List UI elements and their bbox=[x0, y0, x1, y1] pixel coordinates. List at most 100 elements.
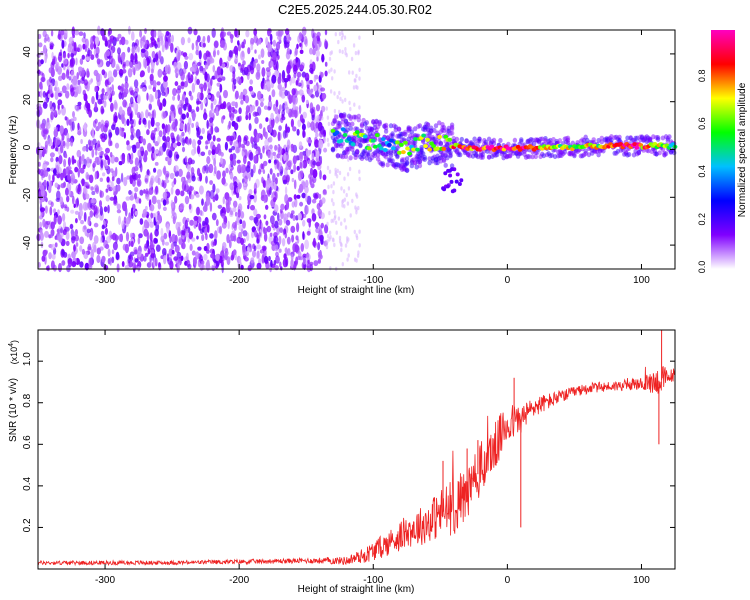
spectrogram-signal-cell bbox=[391, 146, 396, 151]
spectrogram-noise-cell bbox=[153, 57, 156, 63]
spectrogram-noise-cell bbox=[175, 188, 181, 196]
spectrogram-noise-cell bbox=[204, 71, 208, 81]
spectrogram-noise-cell bbox=[312, 168, 318, 179]
spectrogram-noise-cell bbox=[284, 186, 288, 195]
spectrogram-noise-cell bbox=[258, 54, 261, 60]
spectrogram-noise-cell bbox=[179, 202, 185, 210]
spectrogram-noise-cell bbox=[128, 240, 131, 247]
spectrogram-noise-cell bbox=[260, 48, 265, 58]
spectrogram-noise-cell bbox=[93, 222, 99, 228]
spectrogram-noise-cell bbox=[127, 68, 133, 78]
spectrogram-noise-cell bbox=[306, 195, 312, 205]
spectrogram-noise-cell bbox=[254, 49, 257, 54]
spectrogram-noise-cell bbox=[317, 242, 321, 251]
spectrogram-noise-cell bbox=[346, 257, 349, 262]
spectrogram-noise-cell bbox=[309, 102, 314, 111]
spectrogram-noise-cell bbox=[38, 181, 42, 187]
spectrogram-noise-cell bbox=[287, 248, 291, 256]
snr-x-tick-label: -100 bbox=[363, 575, 383, 586]
spectrogram-noise-cell bbox=[324, 29, 328, 36]
spectrogram-noise-cell bbox=[337, 109, 341, 115]
spectrogram-noise-cell bbox=[358, 229, 361, 234]
spectrogram-noise-cell bbox=[242, 230, 248, 237]
spectrogram-noise-cell bbox=[326, 115, 330, 120]
spectrogram-noise-cell bbox=[122, 201, 127, 212]
spectrogram-noise-cell bbox=[44, 144, 48, 155]
spectrogram-noise-cell bbox=[121, 83, 125, 92]
spectrogram-noise-cell bbox=[63, 29, 68, 38]
spectrogram-noise-cell bbox=[61, 39, 65, 49]
spectrogram-noise-cell bbox=[338, 90, 341, 96]
spectrogram-noise-cell bbox=[61, 132, 65, 141]
spectrogram-noise-cell bbox=[180, 71, 185, 81]
spectrogram-noise-cell bbox=[309, 79, 313, 85]
spectrogram-noise-cell bbox=[85, 100, 89, 109]
spectrogram-noise-cell bbox=[179, 99, 183, 107]
spectrogram-noise-cell bbox=[173, 61, 178, 69]
spectrogram-signal-halo bbox=[388, 148, 394, 154]
spectrogram-noise-cell bbox=[249, 151, 254, 161]
spectrogram-noise-cell bbox=[212, 183, 216, 193]
spectrogram-noise-cell bbox=[209, 110, 212, 118]
spectrogram-noise-cell bbox=[99, 206, 103, 216]
spectrogram-signal-halo bbox=[421, 151, 426, 157]
spectrogram-noise-cell bbox=[274, 106, 279, 115]
spectrogram-signal-halo bbox=[383, 128, 389, 134]
spectrogram-noise-cell bbox=[258, 168, 262, 175]
spectrogram-signal-halo bbox=[438, 140, 444, 146]
spectrogram-y-label: Frequency (Hz) bbox=[8, 116, 19, 185]
spectrogram-noise-cell bbox=[181, 113, 186, 120]
spectrogram-noise-cell bbox=[149, 232, 153, 242]
spectrogram-noise-cell bbox=[249, 79, 253, 85]
spectrogram-noise-cell bbox=[96, 247, 102, 255]
spectrogram-noise-cell bbox=[44, 34, 50, 42]
spectrogram-noise-cell bbox=[111, 124, 116, 131]
spectrogram-noise-cell bbox=[210, 58, 215, 64]
spectrogram-noise-cell bbox=[207, 88, 211, 95]
spectrogram-noise-cell bbox=[263, 180, 266, 188]
spectrogram-noise-cell bbox=[138, 233, 143, 239]
spectrogram-signal-halo bbox=[647, 136, 653, 142]
spectrogram-noise-cell bbox=[48, 67, 53, 74]
spectrogram-noise-cell bbox=[176, 134, 180, 143]
spectrogram-noise-cell bbox=[242, 243, 246, 253]
spectrogram-signal-halo bbox=[343, 154, 349, 159]
spectrogram-noise-cell bbox=[258, 123, 263, 130]
spectrogram-signal-cell bbox=[425, 137, 430, 142]
spectrogram-noise-cell bbox=[196, 92, 202, 101]
spectrogram-noise-cell bbox=[216, 82, 221, 87]
spectrogram-noise-cell bbox=[44, 230, 49, 238]
spectrogram-noise-cell bbox=[206, 94, 211, 99]
spectrogram-noise-cell bbox=[78, 202, 83, 212]
spectrogram-noise-cell bbox=[144, 150, 148, 156]
spectrogram-noise-cell bbox=[193, 190, 196, 196]
spectrogram-noise-cell bbox=[291, 177, 295, 183]
spectrogram-noise-cell bbox=[341, 262, 344, 267]
spectrogram-noise-cell bbox=[102, 33, 106, 41]
spectrogram-noise-cell bbox=[299, 42, 302, 48]
spectrogram-noise-cell bbox=[84, 181, 90, 187]
spectrogram-noise-cell bbox=[326, 137, 329, 143]
spectrogram-noise-cell bbox=[121, 261, 125, 267]
spectrogram-noise-cell bbox=[43, 44, 47, 54]
spectrogram-noise-cell bbox=[143, 255, 147, 262]
spectrogram-noise-cell bbox=[180, 51, 184, 56]
spectrogram-signal-halo bbox=[472, 136, 477, 142]
spectrogram-noise-cell bbox=[324, 224, 329, 234]
spectrogram-noise-cell bbox=[148, 187, 154, 195]
spectrogram-noise-cell bbox=[151, 50, 156, 59]
snr-y-multiplier: (x104) bbox=[8, 340, 19, 364]
spectrogram-signal-cell bbox=[346, 137, 352, 141]
spectrogram-noise-cell bbox=[81, 67, 85, 78]
spectrogram-noise-cell bbox=[133, 91, 139, 99]
spectrogram-noise-cell bbox=[127, 154, 130, 164]
spectrogram-noise-cell bbox=[290, 225, 296, 233]
spectrogram-noise-cell bbox=[294, 47, 298, 56]
spectrogram-noise-cell bbox=[153, 30, 157, 38]
spectrogram-signal-halo bbox=[480, 154, 485, 160]
spectrogram-noise-cell bbox=[237, 209, 241, 218]
spectrogram-noise-cell bbox=[146, 194, 150, 201]
spectrogram-noise-cell bbox=[162, 98, 167, 107]
spectrogram-noise-cell bbox=[201, 234, 205, 242]
spectrogram-signal-halo bbox=[342, 113, 347, 119]
